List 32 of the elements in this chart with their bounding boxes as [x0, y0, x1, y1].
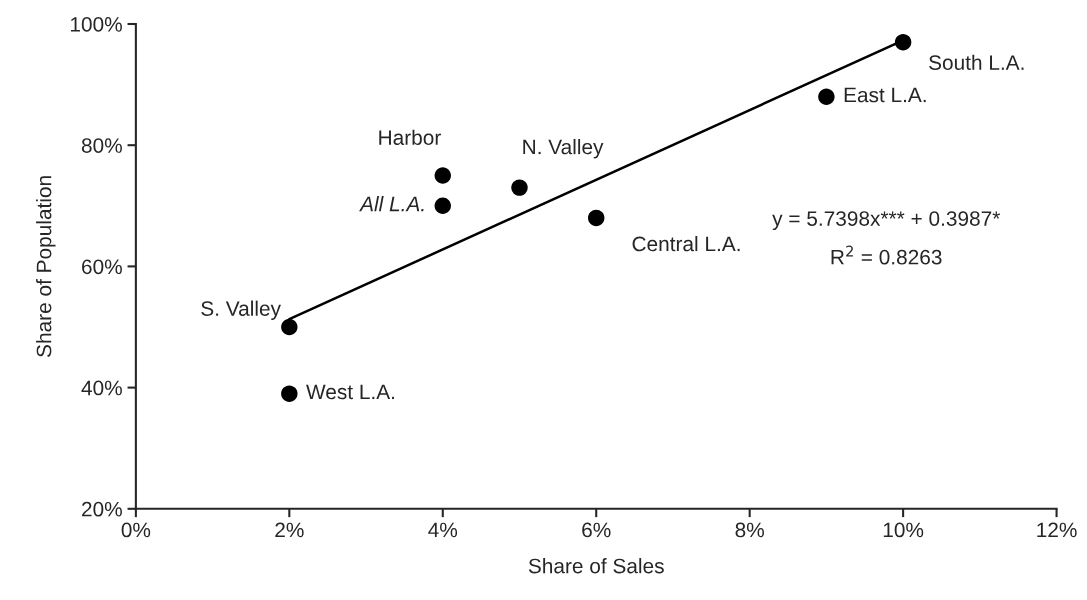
x-tick-label: 8% — [735, 522, 764, 538]
annotation: All L.A. — [359, 196, 424, 212]
point — [894, 33, 912, 51]
y-tick-label: 60% — [82, 259, 122, 275]
x-tick-label: 0% — [121, 522, 151, 538]
annotation: Harbor — [379, 129, 441, 145]
annotation: Central L.A. — [632, 235, 740, 252]
annotation: East L.A. — [844, 87, 926, 103]
point — [434, 167, 451, 184]
annotation: South L.A. — [929, 54, 1024, 70]
point — [511, 179, 528, 196]
point — [818, 88, 835, 105]
point — [281, 385, 298, 402]
y-tick-label: 20% — [82, 501, 122, 517]
annotation: N. Valley — [523, 139, 604, 159]
annotation: S. Valley — [201, 300, 281, 321]
y-tick-label: 40% — [81, 380, 122, 396]
x-tick-label: 2% — [275, 522, 304, 538]
annotation: R$^{2}$ = 0.8263 — [831, 245, 942, 265]
x-tick-label: 6% — [582, 522, 611, 538]
x-tick-label: 12% — [1037, 522, 1077, 538]
point — [434, 197, 451, 215]
y-axis-title: Share of Population — [36, 176, 56, 357]
point — [588, 209, 605, 227]
x-axis-title: Share of Sales — [528, 558, 664, 574]
x-tick-label: 4% — [428, 522, 458, 538]
annotation: y = 5.7398x*** + 0.3987* — [772, 211, 1001, 231]
annotation: West L.A. — [306, 384, 395, 400]
point — [281, 318, 298, 336]
x-tick-label: 10% — [883, 522, 924, 538]
y-tick-label: 100% — [70, 17, 122, 32]
y-tick-label: 80% — [81, 138, 122, 153]
